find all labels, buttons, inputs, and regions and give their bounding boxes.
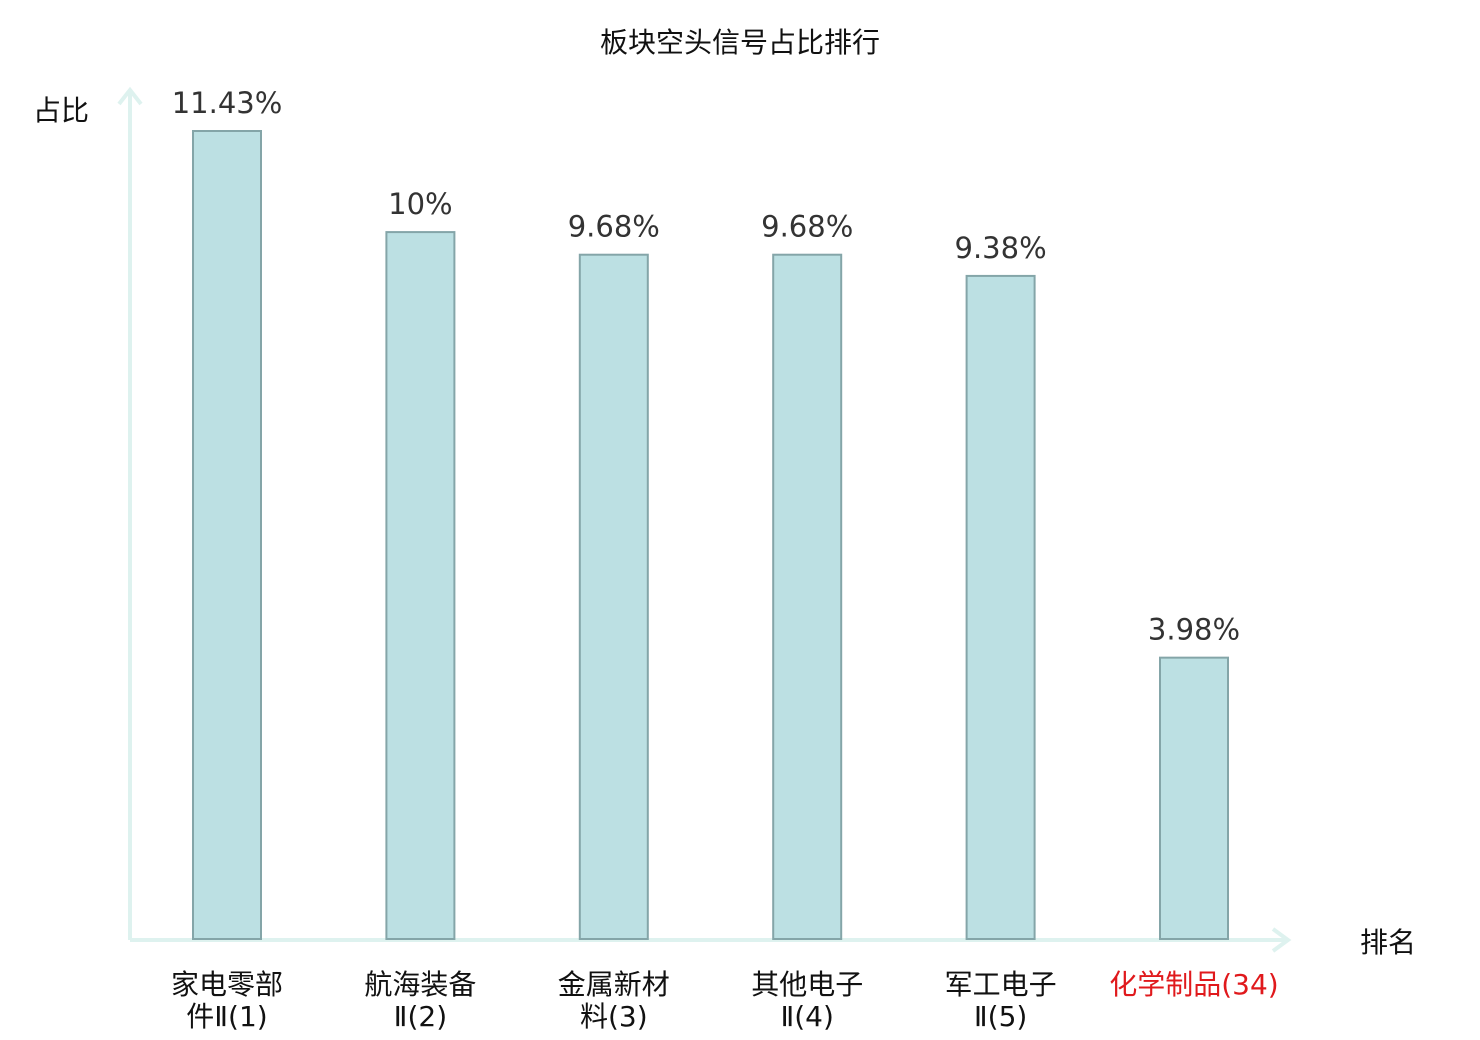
bar-3: [578, 253, 649, 940]
value-label-3: 9.68%: [568, 210, 660, 244]
value-label-2: 10%: [388, 187, 452, 221]
value-labels-group: 11.43% 10% 9.68% 9.68% 9.38% 3.98%: [172, 86, 1240, 647]
category-label-2-line-1: 航海装备: [364, 968, 476, 1001]
bar-6: [1159, 656, 1229, 940]
category-label-1-line-2: 件Ⅱ(1): [186, 1000, 267, 1033]
category-label-2-line-2: Ⅱ(2): [394, 1000, 447, 1033]
bar-5: [965, 274, 1036, 940]
value-label-5: 9.38%: [955, 231, 1047, 265]
chart-title: 板块空头信号占比排行: [600, 26, 880, 59]
category-label-5-line-1: 军工电子: [945, 968, 1057, 1001]
bars-group: [192, 130, 1229, 940]
y-axis-arrow: [117, 86, 143, 106]
category-label-4-line-1: 其他电子: [751, 968, 863, 1001]
axes: [117, 86, 1292, 953]
value-label-1: 11.43%: [172, 86, 283, 120]
x-axis-arrow: [1271, 927, 1292, 953]
bar-1: [192, 130, 262, 940]
x-axis-label: 排名: [1360, 926, 1416, 959]
category-label-5-line-2: Ⅱ(5): [974, 1000, 1027, 1033]
category-label-3-line-1: 金属新材: [558, 968, 670, 1001]
bar-4: [772, 253, 843, 940]
category-label-6-line-1: 化学制品(34): [1109, 968, 1278, 1001]
category-label-3-line-2: 料(3): [580, 1000, 648, 1033]
y-axis-label: 占比: [33, 94, 89, 127]
category-label-1-line-1: 家电零部: [171, 968, 283, 1001]
value-label-4: 9.68%: [761, 210, 853, 244]
bar-2: [385, 231, 456, 940]
category-label-4-line-2: Ⅱ(4): [780, 1000, 833, 1033]
value-label-6: 3.98%: [1148, 613, 1240, 647]
